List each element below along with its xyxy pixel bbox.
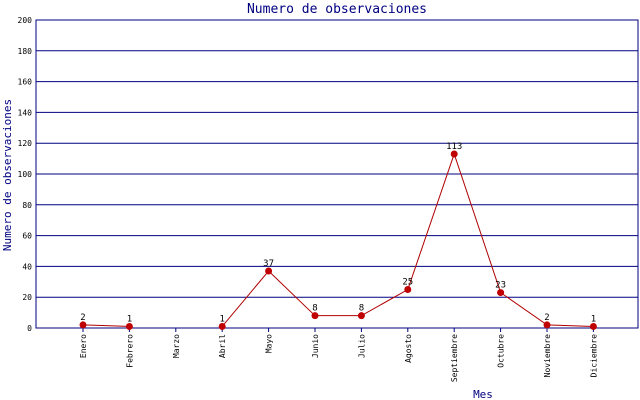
data-label: 2 bbox=[80, 313, 85, 323]
axes bbox=[35, 19, 639, 329]
series-segment bbox=[82, 324, 130, 327]
series-segment bbox=[221, 152, 594, 327]
plot-frame bbox=[35, 19, 639, 329]
data-labels: 2 1 1 37 8 8 25 113 23 2 1 bbox=[80, 142, 596, 324]
data-point bbox=[589, 322, 597, 330]
x-tick-label: Enero bbox=[79, 334, 88, 358]
y-tick-label: 140 bbox=[18, 108, 33, 117]
data-label: 25 bbox=[402, 278, 413, 288]
y-tick-label: 100 bbox=[18, 170, 33, 179]
y-tick-label: 0 bbox=[27, 324, 32, 333]
x-tick-label: Diciembre bbox=[589, 334, 598, 378]
data-point bbox=[497, 289, 505, 297]
y-tick-label: 20 bbox=[22, 293, 32, 302]
chart-title: Numero de observaciones bbox=[247, 2, 427, 17]
data-point bbox=[79, 321, 87, 329]
data-label: 37 bbox=[263, 259, 274, 269]
y-tick-label: 180 bbox=[18, 47, 33, 56]
y-tick-label: 120 bbox=[18, 139, 33, 148]
data-label: 1 bbox=[219, 314, 224, 324]
data-point bbox=[125, 322, 133, 330]
data-point bbox=[450, 150, 458, 158]
x-tick-label: Junio bbox=[311, 334, 320, 358]
x-axis-ticks: Enero Febrero Marzo Abril Mayo Junio Julio Agos… bbox=[79, 328, 598, 382]
x-tick-label: Julio bbox=[357, 334, 366, 358]
data-label: 1 bbox=[591, 314, 596, 324]
y-tick-label: 200 bbox=[18, 16, 33, 25]
y-axis-ticks: 0 20 40 60 80 100 120 140 160 180 200 bbox=[18, 16, 33, 333]
x-tick-label: Mayo bbox=[265, 334, 274, 353]
data-point bbox=[311, 312, 319, 320]
y-tick-label: 40 bbox=[22, 262, 32, 271]
y-tick-label: 60 bbox=[22, 232, 32, 241]
series-line bbox=[82, 152, 594, 327]
data-point bbox=[218, 322, 226, 330]
x-tick-label: Febrero bbox=[125, 334, 134, 368]
gridlines bbox=[36, 19, 638, 329]
data-point bbox=[543, 321, 551, 329]
y-tick-label: 160 bbox=[18, 78, 33, 87]
data-label: 8 bbox=[359, 304, 364, 314]
data-label: 1 bbox=[127, 314, 132, 324]
x-tick-label: Septiembre bbox=[450, 334, 459, 382]
data-label: 113 bbox=[446, 142, 462, 152]
data-point bbox=[265, 267, 273, 275]
x-tick-label: Marzo bbox=[172, 334, 181, 358]
data-point bbox=[357, 312, 365, 320]
data-label: 8 bbox=[312, 304, 317, 314]
data-label: 23 bbox=[495, 281, 506, 291]
data-label: 2 bbox=[544, 313, 549, 323]
y-axis-title: Numero de observaciones bbox=[1, 99, 14, 251]
x-tick-label: Abril bbox=[218, 334, 227, 358]
data-points bbox=[79, 150, 597, 330]
x-tick-label: Noviembre bbox=[543, 334, 552, 378]
data-point bbox=[404, 286, 412, 293]
y-tick-label: 80 bbox=[22, 201, 32, 210]
x-tick-label: Agosto bbox=[404, 334, 413, 363]
x-axis-title: Mes bbox=[473, 388, 493, 400]
x-tick-label: Octubre bbox=[497, 334, 506, 368]
